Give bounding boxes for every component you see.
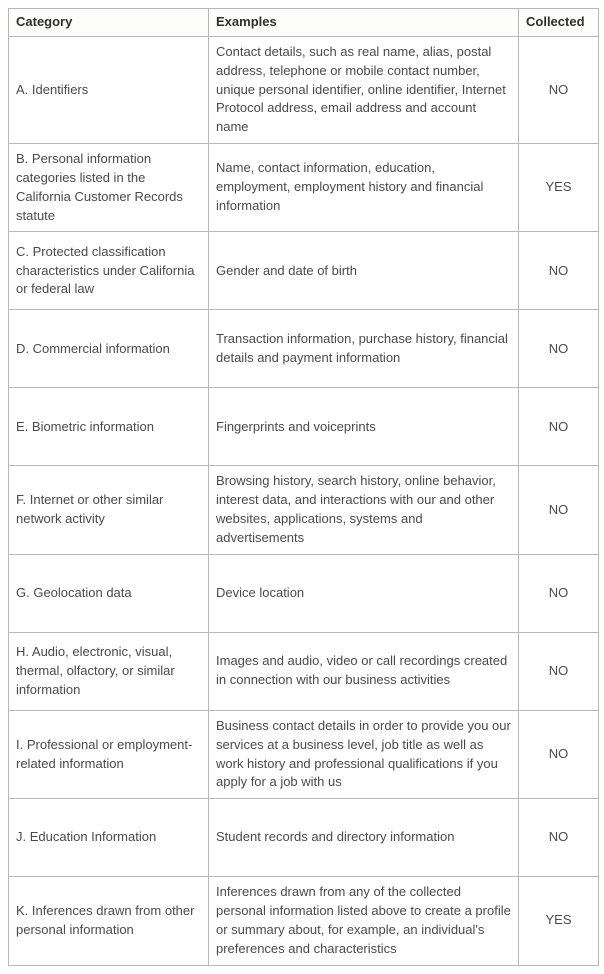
table-row: C. Protected classification characterist… — [9, 232, 599, 310]
table-row: G. Geolocation dataDevice locationNO — [9, 554, 599, 632]
header-category: Category — [9, 9, 209, 37]
cell-examples: Business contact details in order to pro… — [209, 710, 519, 798]
cell-category: K. Inferences drawn from other personal … — [9, 877, 209, 965]
cell-collected: NO — [519, 310, 599, 388]
table-row: F. Internet or other similar network act… — [9, 466, 599, 554]
cell-category: D. Commercial information — [9, 310, 209, 388]
cell-examples: Device location — [209, 554, 519, 632]
table-body: A. IdentifiersContact details, such as r… — [9, 36, 599, 965]
cell-collected: NO — [519, 799, 599, 877]
table-row: J. Education InformationStudent records … — [9, 799, 599, 877]
cell-category: H. Audio, electronic, visual, thermal, o… — [9, 632, 209, 710]
cell-category: F. Internet or other similar network act… — [9, 466, 209, 554]
cell-collected: NO — [519, 466, 599, 554]
cell-collected: NO — [519, 710, 599, 798]
cell-examples: Fingerprints and voiceprints — [209, 388, 519, 466]
cell-category: J. Education Information — [9, 799, 209, 877]
cell-collected: NO — [519, 36, 599, 143]
privacy-categories-table: Category Examples Collected A. Identifie… — [8, 8, 599, 966]
table-row: B. Personal information categories liste… — [9, 144, 599, 232]
cell-examples: Student records and directory informatio… — [209, 799, 519, 877]
table-row: A. IdentifiersContact details, such as r… — [9, 36, 599, 143]
cell-category: E. Biometric information — [9, 388, 209, 466]
header-examples: Examples — [209, 9, 519, 37]
cell-examples: Transaction information, purchase histor… — [209, 310, 519, 388]
cell-collected: YES — [519, 144, 599, 232]
cell-category: A. Identifiers — [9, 36, 209, 143]
cell-category: C. Protected classification characterist… — [9, 232, 209, 310]
table-row: D. Commercial informationTransaction inf… — [9, 310, 599, 388]
cell-category: B. Personal information categories liste… — [9, 144, 209, 232]
cell-examples: Images and audio, video or call recordin… — [209, 632, 519, 710]
cell-collected: NO — [519, 554, 599, 632]
table-row: E. Biometric informationFingerprints and… — [9, 388, 599, 466]
cell-collected: NO — [519, 232, 599, 310]
cell-examples: Browsing history, search history, online… — [209, 466, 519, 554]
cell-examples: Inferences drawn from any of the collect… — [209, 877, 519, 965]
table-row: K. Inferences drawn from other personal … — [9, 877, 599, 965]
cell-category: G. Geolocation data — [9, 554, 209, 632]
cell-collected: YES — [519, 877, 599, 965]
table-row: I. Professional or employment-related in… — [9, 710, 599, 798]
header-collected: Collected — [519, 9, 599, 37]
table-row: H. Audio, electronic, visual, thermal, o… — [9, 632, 599, 710]
cell-category: I. Professional or employment-related in… — [9, 710, 209, 798]
cell-examples: Gender and date of birth — [209, 232, 519, 310]
cell-examples: Contact details, such as real name, alia… — [209, 36, 519, 143]
table-header: Category Examples Collected — [9, 9, 599, 37]
cell-collected: NO — [519, 632, 599, 710]
cell-collected: NO — [519, 388, 599, 466]
cell-examples: Name, contact information, education, em… — [209, 144, 519, 232]
